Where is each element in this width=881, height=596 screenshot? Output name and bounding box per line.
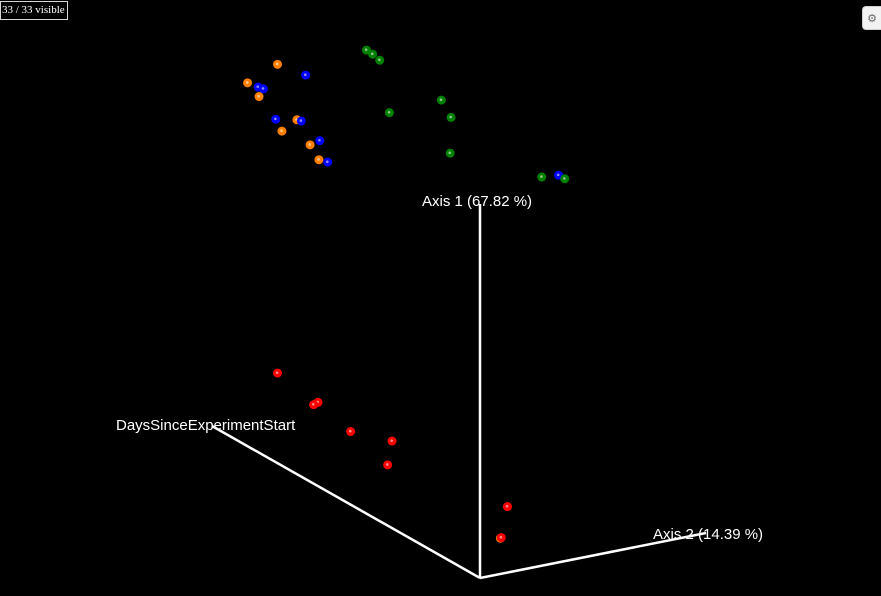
sample-point-highlight	[439, 98, 443, 102]
visible-count-label: 33 / 33 visible	[0, 1, 68, 20]
sample-point-highlight	[257, 94, 260, 98]
sample-point-highlight	[275, 371, 279, 374]
sample-point[interactable]	[496, 533, 506, 543]
sample-point[interactable]	[271, 114, 281, 124]
axis3-line	[211, 424, 481, 580]
sample-point-highlight	[275, 62, 279, 66]
sample-point[interactable]	[314, 155, 324, 165]
sample-point-highlight	[311, 402, 315, 406]
sample-point-highlight	[348, 429, 352, 433]
sample-point[interactable]	[387, 436, 397, 446]
sample-point[interactable]	[258, 84, 268, 94]
sample-point-highlight	[326, 160, 329, 164]
sample-point[interactable]	[273, 59, 283, 69]
sample-point-highlight	[304, 73, 307, 76]
axis2-line	[479, 531, 707, 580]
sample-point[interactable]	[254, 92, 264, 102]
sample-point-highlight	[245, 81, 249, 84]
sample-point[interactable]	[383, 460, 393, 470]
sample-point-highlight	[505, 504, 509, 508]
sample-point-highlight	[449, 115, 452, 119]
sample-point[interactable]	[446, 112, 456, 122]
sample-point-highlight	[317, 158, 320, 161]
sample-point[interactable]	[301, 70, 311, 80]
sample-point[interactable]	[502, 502, 512, 512]
sample-point[interactable]	[305, 140, 315, 150]
sample-point[interactable]	[384, 108, 394, 118]
sample-point-highlight	[385, 463, 389, 466]
axis1-label: Axis 1 (67.82 %)	[422, 193, 532, 210]
sample-point[interactable]	[375, 55, 385, 65]
sample-point[interactable]	[445, 148, 455, 158]
sample-point-highlight	[370, 52, 374, 56]
sample-points-group[interactable]	[243, 45, 570, 543]
sample-point-highlight	[274, 117, 277, 121]
sample-point[interactable]	[436, 95, 446, 105]
sample-point-highlight	[499, 535, 503, 539]
sample-point[interactable]	[346, 427, 356, 437]
sample-point-highlight	[318, 138, 321, 142]
sample-point-highlight	[308, 143, 312, 146]
sample-point-highlight	[378, 58, 381, 62]
sample-point-highlight	[563, 177, 566, 180]
sample-point[interactable]	[243, 78, 253, 88]
sample-point[interactable]	[368, 49, 378, 59]
sample-point-highlight	[540, 175, 543, 178]
sample-point-highlight	[364, 48, 368, 51]
sample-point[interactable]	[309, 400, 319, 410]
sample-point-highlight	[256, 85, 260, 88]
sample-point[interactable]	[323, 157, 333, 167]
axis2-label: Axis 2 (14.39 %)	[653, 526, 763, 543]
sample-point[interactable]	[273, 368, 283, 378]
sample-point-highlight	[280, 129, 283, 133]
sample-point-highlight	[448, 151, 452, 155]
sample-point-highlight	[261, 87, 265, 90]
sample-point-highlight	[390, 439, 393, 442]
sample-point[interactable]	[277, 126, 287, 136]
axis3-label: DaysSinceExperimentStart	[116, 417, 296, 434]
sample-point[interactable]	[315, 136, 325, 146]
settings-button[interactable]: ⚙	[862, 6, 881, 30]
sample-point[interactable]	[537, 172, 547, 182]
sample-point-highlight	[556, 173, 560, 177]
sample-point[interactable]	[560, 174, 570, 184]
sample-point-highlight	[387, 110, 391, 114]
axes-group: Axis 1 (67.82 %) Axis 2 (14.39 %) DaysSi…	[116, 193, 763, 580]
sample-point-highlight	[299, 119, 303, 122]
sample-point[interactable]	[296, 116, 306, 126]
gear-icon: ⚙	[867, 11, 877, 25]
